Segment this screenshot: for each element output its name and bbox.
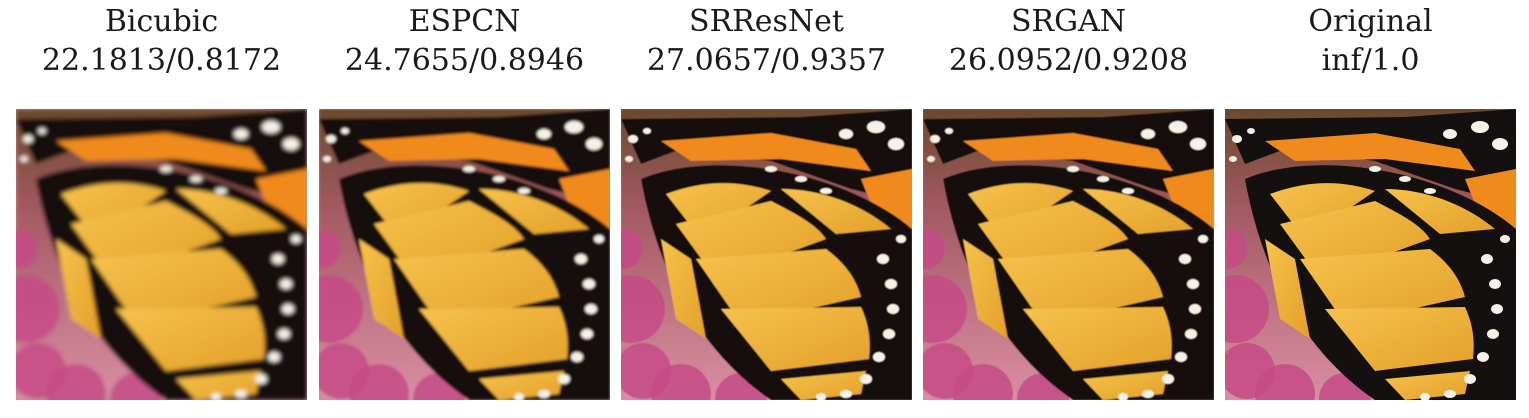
butterfly-wing-drawing bbox=[319, 109, 610, 400]
panel-original: Original inf/1.0 bbox=[1225, 0, 1516, 418]
butterfly-image-espcn bbox=[319, 109, 610, 400]
panel-caption: SRResNet 27.0657/0.9357 bbox=[601, 0, 932, 80]
butterfly-image-original bbox=[1225, 109, 1516, 400]
method-label: Bicubic bbox=[104, 4, 219, 39]
panel-srgan: SRGAN 26.0952/0.9208 bbox=[923, 0, 1214, 418]
panel-caption: SRGAN 26.0952/0.9208 bbox=[903, 0, 1234, 80]
method-label: Original bbox=[1308, 4, 1433, 39]
metrics-label: 27.0657/0.9357 bbox=[646, 43, 887, 78]
metrics-label: 26.0952/0.9208 bbox=[948, 43, 1189, 78]
method-label: SRResNet bbox=[689, 4, 844, 39]
butterfly-wing-drawing bbox=[16, 109, 307, 400]
panel-espcn: ESPCN 24.7655/0.8946 bbox=[319, 0, 610, 418]
butterfly-image-srresnet bbox=[621, 109, 912, 400]
butterfly-wing-drawing bbox=[923, 109, 1214, 400]
panel-srresnet: SRResNet 27.0657/0.9357 bbox=[621, 0, 912, 418]
butterfly-image-bicubic bbox=[16, 109, 307, 400]
metrics-label: 24.7655/0.8946 bbox=[344, 43, 585, 78]
metrics-label: 22.1813/0.8172 bbox=[41, 43, 282, 78]
butterfly-image-srgan bbox=[923, 109, 1214, 400]
method-label: SRGAN bbox=[1010, 4, 1127, 39]
panel-caption: ESPCN 24.7655/0.8946 bbox=[299, 0, 630, 80]
method-label: ESPCN bbox=[408, 4, 521, 39]
panel-bicubic: Bicubic 22.1813/0.8172 bbox=[16, 0, 307, 418]
butterfly-wing-drawing bbox=[1225, 109, 1516, 400]
panel-caption: Bicubic 22.1813/0.8172 bbox=[0, 0, 327, 80]
butterfly-wing-drawing bbox=[621, 109, 912, 400]
panel-caption: Original inf/1.0 bbox=[1205, 0, 1529, 80]
metrics-label: inf/1.0 bbox=[1321, 43, 1420, 78]
